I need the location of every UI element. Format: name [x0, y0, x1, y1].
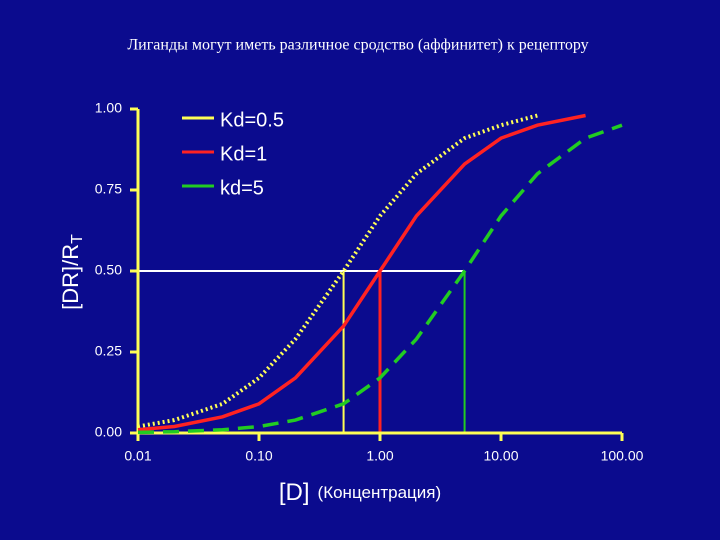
chart-title: Лиганды могут иметь различное сродство (… [127, 37, 588, 54]
legend-label: Kd=0.5 [220, 109, 284, 131]
y-label-subscript: T [69, 234, 86, 244]
y-tick-label: 0.75 [95, 181, 122, 197]
series-line [137, 113, 538, 429]
x-tick-label: 0.01 [124, 448, 151, 464]
y-tick-label: 0.25 [95, 343, 122, 359]
legend-label: Kd=1 [220, 143, 267, 165]
y-tick-label: 1.00 [95, 100, 122, 116]
y-label-main: [DR]/R [58, 244, 83, 310]
x-axis-label: [D] (Концентрация) [279, 479, 441, 506]
x-label-main: [D] [279, 479, 310, 506]
x-tick-label: 0.10 [245, 448, 272, 464]
series-line [137, 123, 623, 435]
series-line [137, 113, 586, 432]
legend-label: kd=5 [220, 177, 264, 199]
x-label-note: (Концентрация) [318, 483, 442, 502]
x-tick-label: 10.00 [483, 448, 518, 464]
y-tick-label: 0.50 [95, 262, 122, 278]
x-tick-label: 100.00 [601, 448, 644, 464]
x-tick-label: 1.00 [366, 448, 393, 464]
y-axis-label: [DR]/RT [58, 234, 86, 310]
y-tick-label: 0.00 [95, 424, 122, 440]
